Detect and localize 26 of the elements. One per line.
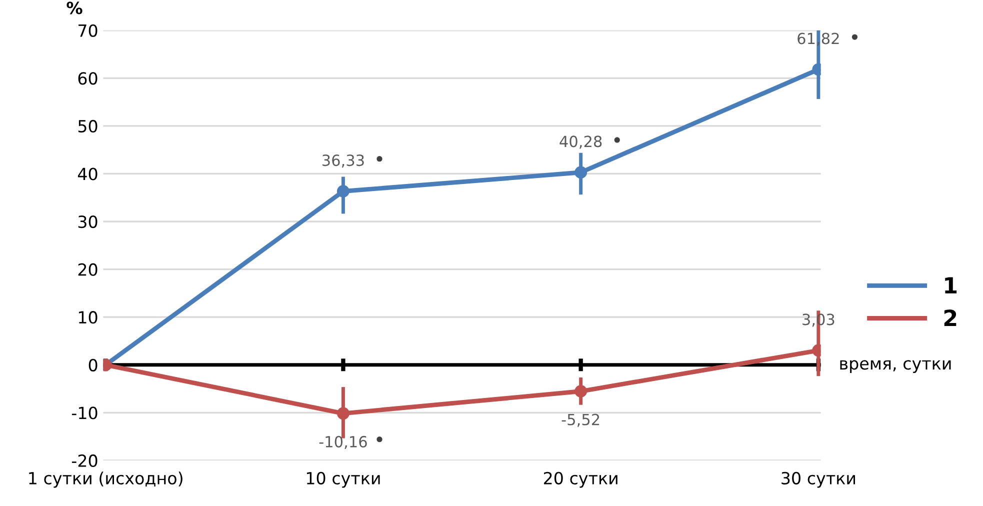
text: •	[852, 34, 858, 40]
y-tick-label: 50	[78, 120, 98, 133]
data-label: -5,52	[562, 414, 600, 427]
data-label: 36,33	[322, 154, 364, 168]
x-tick-label: 20 сутки	[544, 472, 618, 488]
y-tick-label: 40	[78, 168, 98, 180]
y-tick-label: -20	[72, 454, 98, 468]
y-tick-label: 10	[78, 311, 98, 324]
y-tick-label: 60	[78, 72, 98, 85]
legend-label: 1	[945, 277, 957, 294]
annotation: •	[376, 436, 382, 442]
y-tick-label: 30	[78, 215, 98, 228]
x-tick-label: 1 сутки (исходно)	[29, 472, 182, 488]
x-tick-label: 30 сутки	[782, 472, 855, 488]
y-tick-label: 70	[78, 24, 98, 37]
data-label: -10,16	[319, 436, 367, 450]
annotation: •	[614, 137, 620, 143]
y-tick-label: 0	[88, 358, 98, 372]
data-label: 40,28	[560, 136, 602, 149]
legend-label: 2	[944, 310, 956, 326]
y-tick-label: 20	[78, 263, 98, 276]
y-tick-label: -10	[72, 406, 98, 420]
x-tick-label: 10 сутки	[306, 472, 380, 488]
annotation: •	[376, 156, 382, 162]
x-axis-title: время, сутки	[840, 360, 951, 373]
y-axis-title: %	[66, 2, 82, 14]
